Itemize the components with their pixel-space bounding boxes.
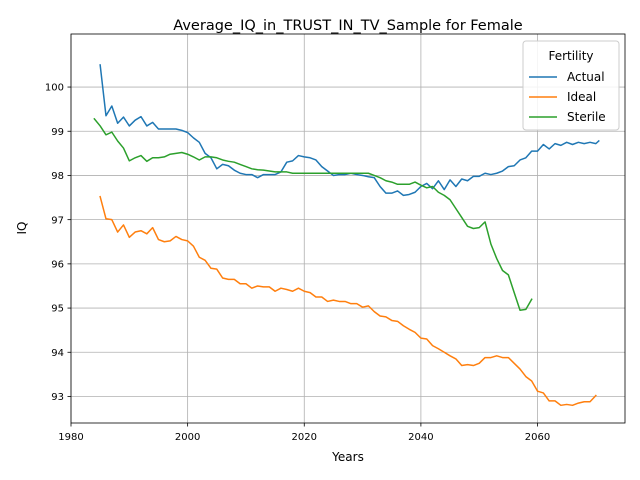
x-tick-label: 1980 xyxy=(58,432,83,443)
legend-title: Fertility xyxy=(548,49,593,63)
legend-label-actual: Actual xyxy=(567,70,605,84)
y-tick-label: 99 xyxy=(51,127,64,138)
x-axis-ticks: 1980 2000 2020 2040 2060 xyxy=(58,423,550,443)
y-tick-label: 93 xyxy=(51,392,64,403)
x-axis-label: Years xyxy=(331,450,364,464)
y-tick-label: 100 xyxy=(45,83,64,94)
x-tick-label: 2000 xyxy=(175,432,200,443)
legend-entries: Actual Ideal Sterile xyxy=(529,70,606,124)
chart-title: Average_IQ_in_TRUST_IN_TV_Sample for Fem… xyxy=(173,18,522,34)
series-line-ideal xyxy=(99,195,597,407)
legend: Fertility Actual Ideal Sterile xyxy=(522,40,620,131)
y-tick-label: 98 xyxy=(51,171,64,182)
legend-label-ideal: Ideal xyxy=(567,90,596,104)
legend-label-sterile: Sterile xyxy=(567,110,606,124)
y-tick-label: 94 xyxy=(51,348,64,359)
x-tick-label: 2020 xyxy=(292,432,317,443)
plot-area-frame xyxy=(70,33,626,424)
grid-lines xyxy=(70,34,625,423)
y-axis-ticks: 93 94 95 96 97 98 99 100 xyxy=(45,83,71,403)
series-line-sterile xyxy=(93,117,533,312)
x-tick-label: 2040 xyxy=(408,432,433,443)
legend-box xyxy=(522,40,620,131)
y-tick-label: 97 xyxy=(51,215,64,226)
y-axis-label: IQ xyxy=(15,222,29,235)
y-tick-label: 95 xyxy=(51,304,64,315)
series-lines xyxy=(93,64,600,407)
x-tick-label: 2060 xyxy=(525,432,550,443)
y-tick-label: 96 xyxy=(51,259,64,270)
